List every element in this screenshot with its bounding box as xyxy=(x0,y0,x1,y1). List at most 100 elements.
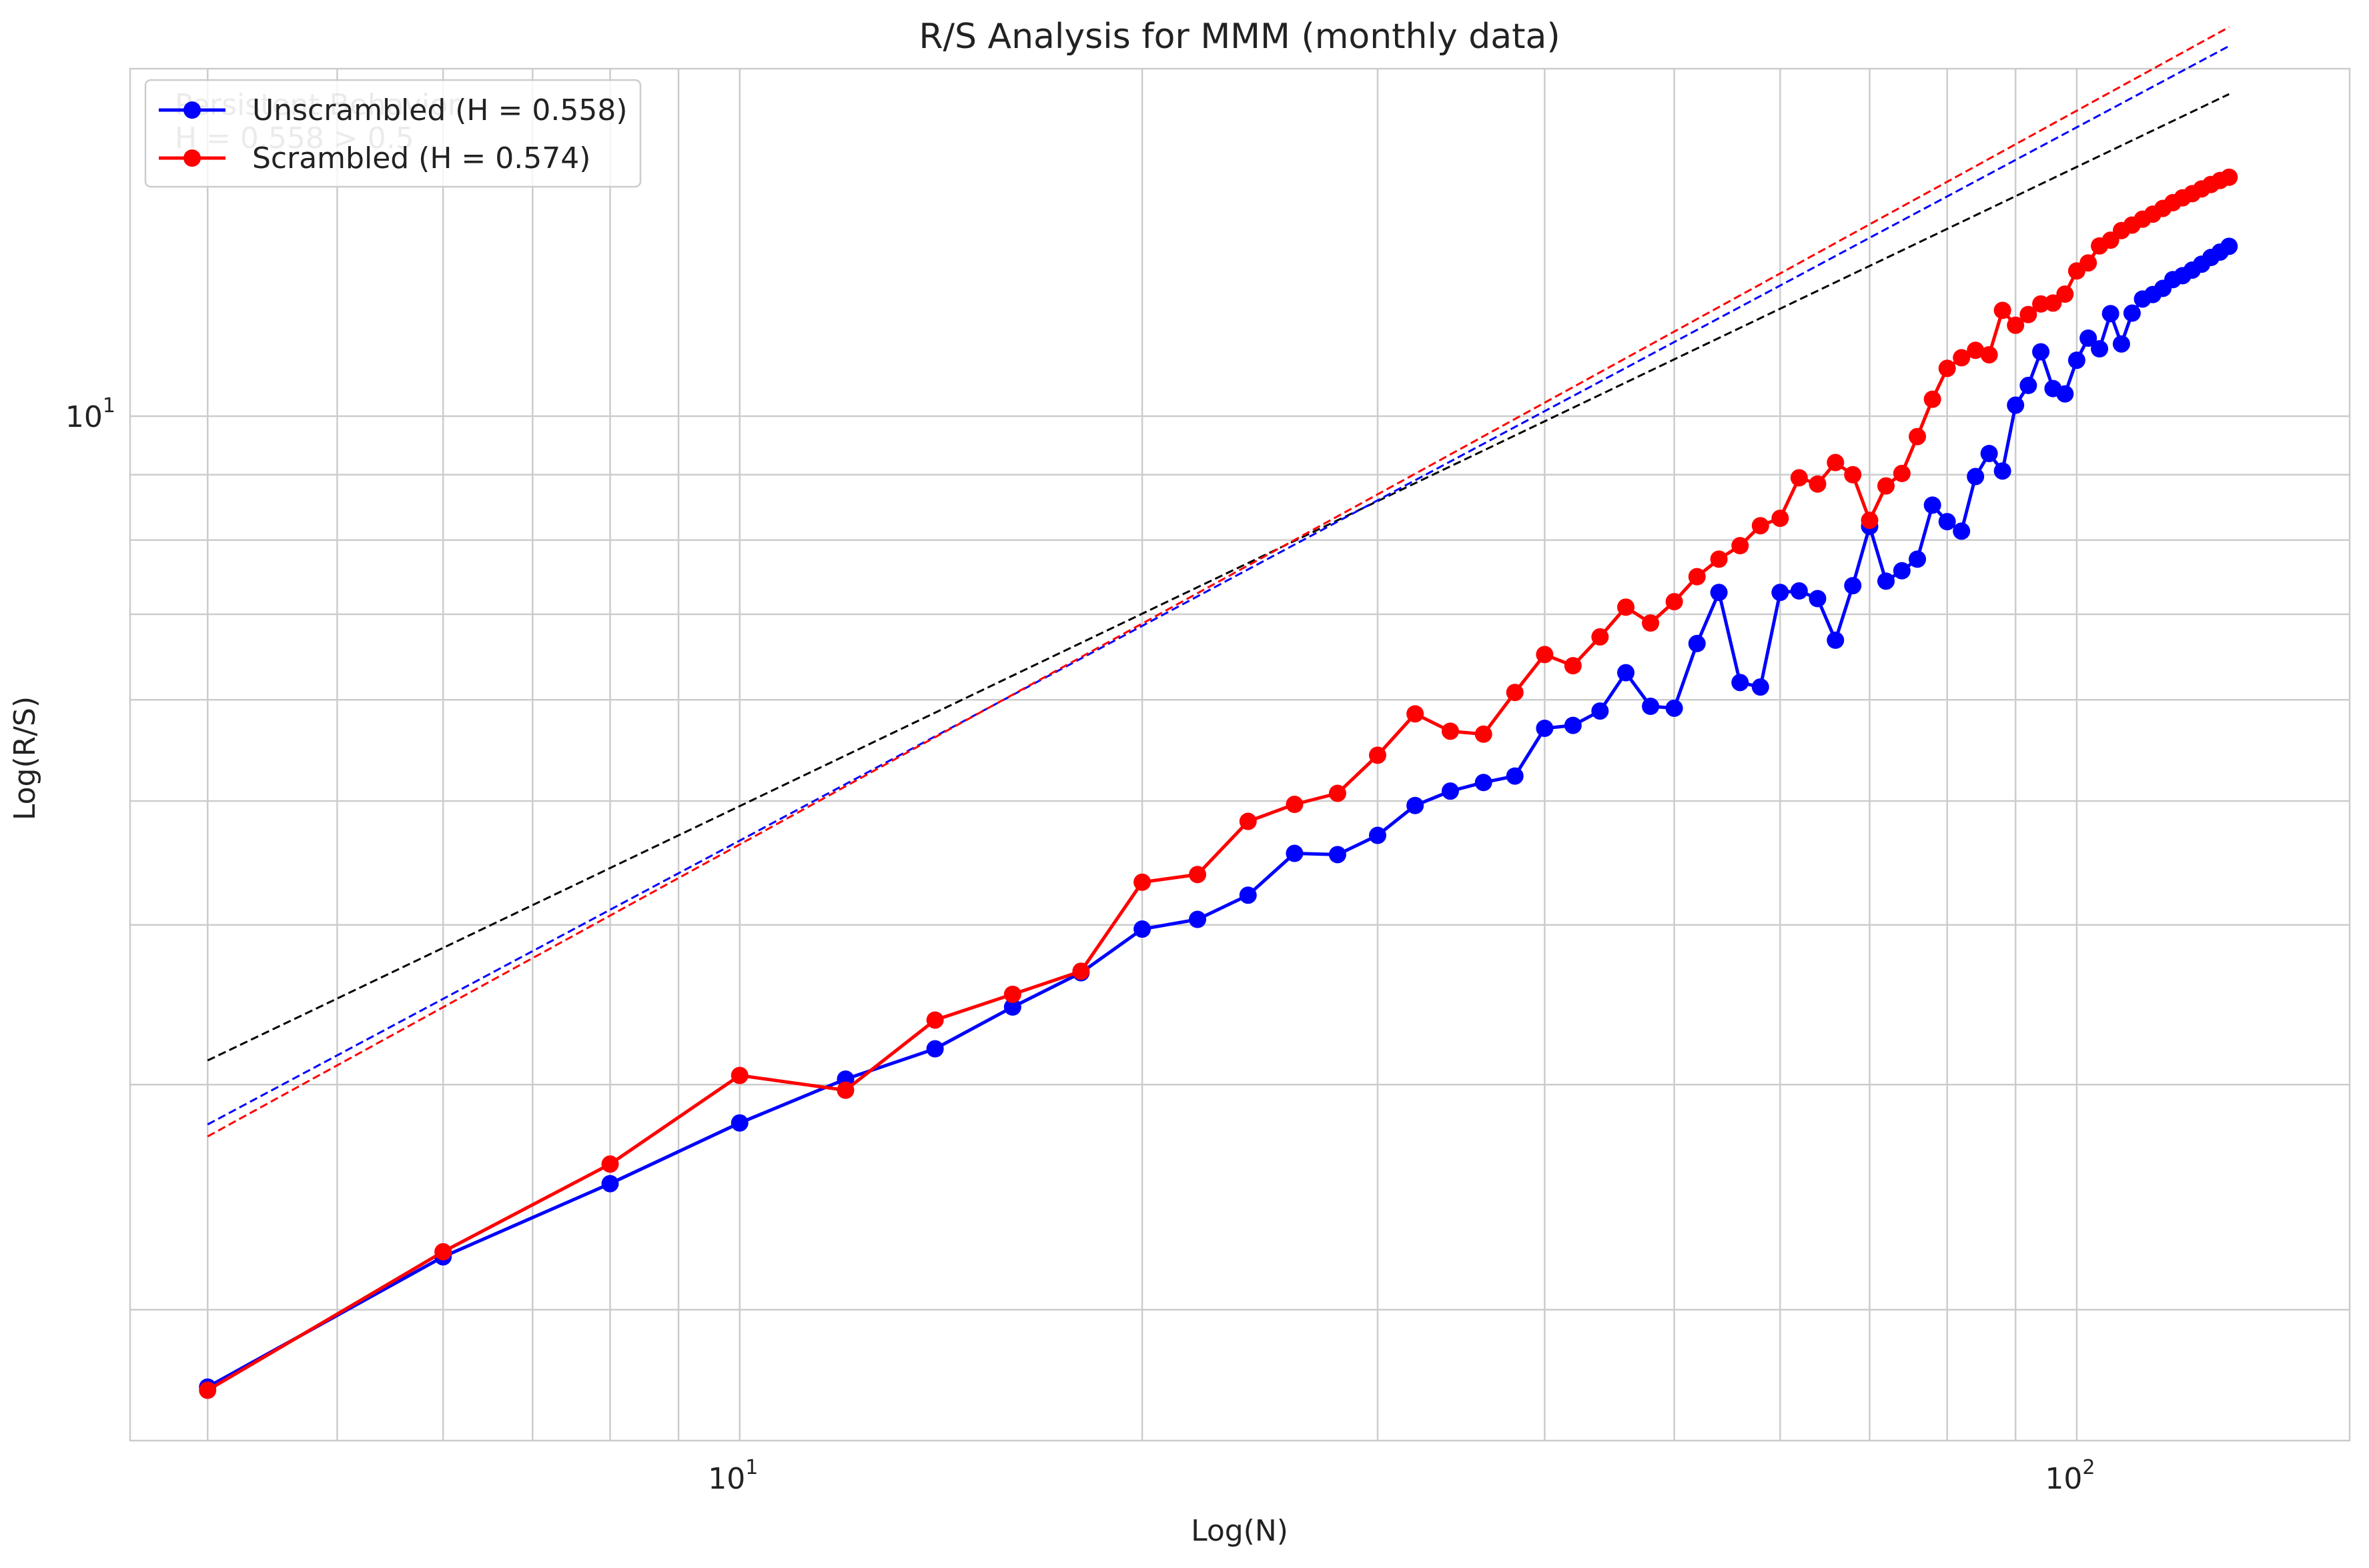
series-1-point xyxy=(1938,513,1956,531)
series-1-point xyxy=(1771,584,1789,602)
series-2-point xyxy=(2019,305,2037,323)
series-1-point xyxy=(731,1114,749,1132)
series-2-point xyxy=(1953,349,1971,367)
series-2-point xyxy=(926,1011,944,1029)
series-2-point xyxy=(2056,285,2074,303)
series-2-point xyxy=(1909,428,1927,446)
series-1-point xyxy=(2101,305,2119,323)
series-2-point xyxy=(1474,725,1492,743)
series-2-point xyxy=(1993,301,2011,319)
series-2-point xyxy=(1506,684,1524,702)
series-2-point xyxy=(1617,598,1635,616)
series-2-point xyxy=(1771,510,1789,528)
series-1-point xyxy=(2123,304,2141,322)
series-1-point xyxy=(1710,584,1728,602)
series-2-point xyxy=(1877,477,1895,495)
series-1-point xyxy=(1441,782,1459,800)
series-1-point xyxy=(1751,678,1769,696)
series-1-point xyxy=(1893,562,1911,580)
series-2-point xyxy=(1286,796,1304,814)
series-2-point xyxy=(1591,628,1609,646)
series-2-point xyxy=(1751,517,1769,535)
series-2-point xyxy=(1642,614,1660,632)
series-2-point xyxy=(1844,466,1862,484)
legend: Unscrambled (H = 0.558) Scrambled (H = 0.… xyxy=(144,79,642,188)
series-2-point xyxy=(434,1243,452,1261)
series-2-point xyxy=(1809,475,1827,493)
series-1-point xyxy=(2007,396,2025,414)
series-1-point xyxy=(2056,385,2074,403)
series-2-point xyxy=(1980,345,1998,363)
series-2-point xyxy=(2220,168,2238,186)
series-1-point xyxy=(2091,340,2109,358)
series-2-point xyxy=(1861,512,1879,530)
x-tick-label-exponent: 2 xyxy=(2082,1456,2095,1479)
series-1-point xyxy=(1665,699,1683,717)
fit-line-series-2 xyxy=(207,26,2230,1138)
series-2-point xyxy=(1923,390,1941,408)
series-2-point xyxy=(1893,464,1911,482)
x-tick-label: 101 xyxy=(708,1456,758,1496)
series-1-point xyxy=(1790,582,1808,600)
series-1-point xyxy=(1688,634,1706,652)
reference-line xyxy=(207,93,2230,1062)
plot-frame xyxy=(129,67,2351,1442)
series-1-point xyxy=(1474,774,1492,792)
series-1-point xyxy=(1953,522,1971,540)
series-2-point xyxy=(1441,722,1459,740)
series-2-point xyxy=(1406,705,1424,723)
series-1-point xyxy=(2019,376,2037,394)
series-2-point xyxy=(1133,873,1151,891)
series-1-point xyxy=(1133,920,1151,938)
series-line-1 xyxy=(206,245,2230,1389)
series-2-point xyxy=(1967,341,1985,359)
legend-marker xyxy=(183,149,201,167)
series-1-point xyxy=(1003,998,1021,1016)
series-2-point xyxy=(1536,646,1554,664)
legend-box xyxy=(144,79,642,188)
series-1-point xyxy=(1506,767,1524,785)
series-2-point xyxy=(2079,254,2097,272)
series-1-point xyxy=(1328,846,1346,864)
series-1-point xyxy=(1536,719,1554,737)
series-1-point xyxy=(1923,496,1941,514)
fit-line-series-1 xyxy=(207,45,2230,1126)
series-1-point xyxy=(1564,716,1582,734)
series-1-point xyxy=(1406,796,1424,814)
series-2-point xyxy=(2007,316,2025,334)
series-2-point xyxy=(731,1066,749,1084)
legend-marker xyxy=(183,101,201,119)
legend-label: Unscrambled (H = 0.558) xyxy=(252,93,627,127)
series-2-point xyxy=(1710,550,1728,568)
series-2-point xyxy=(1003,985,1021,1003)
series-2-point xyxy=(1827,454,1845,472)
series-1-point xyxy=(1617,664,1635,682)
y-tick-label-exponent: 1 xyxy=(103,394,115,418)
series-1-point xyxy=(601,1174,619,1193)
series-1-point xyxy=(1980,444,1998,462)
x-tick-label-exponent: 1 xyxy=(745,1456,758,1479)
chart-title: R/S Analysis for MMM (monthly data) xyxy=(919,17,1560,57)
series-1-point xyxy=(926,1040,944,1058)
series-2-point xyxy=(1665,593,1683,611)
series-1-point xyxy=(2067,351,2085,369)
series-1-point xyxy=(1239,886,1257,904)
series-1-point xyxy=(1844,577,1862,595)
series-1-point xyxy=(1993,462,2011,480)
series-1-point xyxy=(1642,698,1660,716)
legend-label: Scrambled (H = 0.574) xyxy=(252,141,590,175)
series-1-point xyxy=(1591,702,1609,720)
series-2-point xyxy=(1564,657,1582,675)
series-1-point xyxy=(2032,343,2050,361)
series-2-point xyxy=(601,1155,619,1173)
series-1-point xyxy=(1189,910,1207,928)
series-1-point xyxy=(1877,572,1895,590)
series-1-point xyxy=(1368,826,1386,844)
series-2-point xyxy=(1731,537,1749,555)
series-2-point xyxy=(837,1081,855,1099)
series-2-point xyxy=(1938,359,1956,377)
series-1-point xyxy=(1286,844,1304,862)
series-2-point xyxy=(1368,746,1386,764)
series-2-point xyxy=(2044,294,2062,312)
